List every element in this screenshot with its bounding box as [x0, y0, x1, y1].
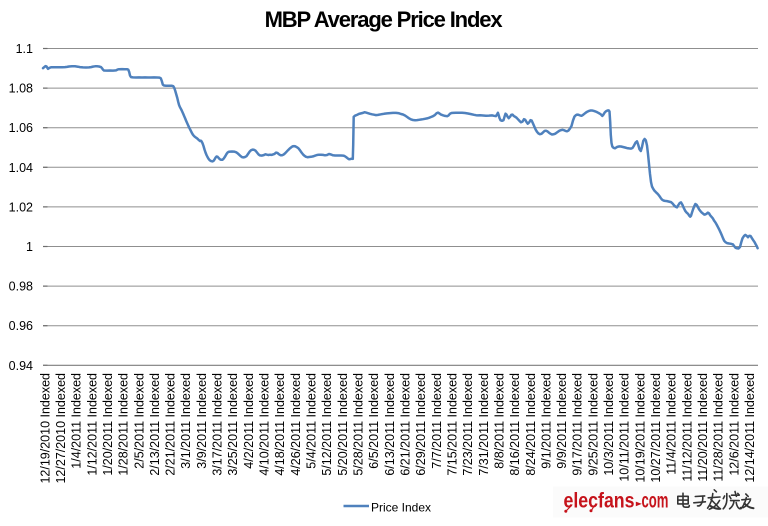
svg-text:2/5/2011 Indexed: 2/5/2011 Indexed: [132, 373, 146, 469]
svg-text:10/11/2011 Indexed: 10/11/2011 Indexed: [618, 373, 632, 482]
svg-text:5/20/2011 Indexed: 5/20/2011 Indexed: [336, 373, 350, 476]
svg-text:10/3/2011 Indexed: 10/3/2011 Indexed: [602, 373, 616, 476]
svg-text:1: 1: [26, 240, 33, 254]
svg-text:4/2/2011 Indexed: 4/2/2011 Indexed: [242, 373, 256, 469]
svg-text:10/19/2011 Indexed: 10/19/2011 Indexed: [633, 373, 647, 483]
svg-text:1.04: 1.04: [9, 161, 33, 175]
svg-text:9/17/2011 Indexed: 9/17/2011 Indexed: [571, 373, 585, 476]
svg-text:1.02: 1.02: [9, 200, 33, 214]
svg-text:7/23/2011 Indexed: 7/23/2011 Indexed: [461, 373, 475, 476]
svg-text:1.1: 1.1: [16, 42, 33, 56]
svg-text:9/9/2011 Indexed: 9/9/2011 Indexed: [555, 373, 569, 469]
svg-text:12/14/2011 Indexed: 12/14/2011 Indexed: [743, 373, 757, 483]
svg-text:12/6/2011 Indexed: 12/6/2011 Indexed: [727, 373, 741, 476]
svg-text:4/26/2011 Indexed: 4/26/2011 Indexed: [289, 373, 303, 476]
svg-text:6/21/2011 Indexed: 6/21/2011 Indexed: [399, 373, 413, 476]
svg-text:7/31/2011 Indexed: 7/31/2011 Indexed: [477, 373, 491, 476]
svg-text:6/13/2011 Indexed: 6/13/2011 Indexed: [383, 373, 397, 476]
svg-text:8/16/2011 Indexed: 8/16/2011 Indexed: [508, 373, 522, 476]
svg-text:1.08: 1.08: [9, 82, 33, 96]
svg-text:7/15/2011 Indexed: 7/15/2011 Indexed: [446, 373, 460, 476]
svg-text:7/7/2011 Indexed: 7/7/2011 Indexed: [430, 373, 444, 469]
svg-text:12/27/2010 Indexed: 12/27/2010 Indexed: [54, 373, 68, 484]
svg-text:1/28/2011 Indexed: 1/28/2011 Indexed: [117, 373, 131, 476]
svg-text:8/8/2011 Indexed: 8/8/2011 Indexed: [492, 373, 506, 469]
svg-text:0.96: 0.96: [9, 319, 33, 333]
svg-text:9/1/2011 Indexed: 9/1/2011 Indexed: [539, 373, 553, 469]
svg-text:elecfans: elecfans: [564, 489, 635, 513]
svg-text:2/21/2011 Indexed: 2/21/2011 Indexed: [164, 373, 178, 476]
svg-text:3/17/2011 Indexed: 3/17/2011 Indexed: [211, 373, 225, 476]
svg-text:6/5/2011 Indexed: 6/5/2011 Indexed: [367, 373, 381, 469]
svg-text:3/9/2011 Indexed: 3/9/2011 Indexed: [195, 373, 209, 469]
svg-text:1/20/2011 Indexed: 1/20/2011 Indexed: [101, 373, 115, 476]
svg-text:2/13/2011 Indexed: 2/13/2011 Indexed: [148, 373, 162, 476]
svg-text:4/18/2011 Indexed: 4/18/2011 Indexed: [273, 373, 287, 476]
svg-text:1.06: 1.06: [9, 121, 33, 135]
svg-text:com: com: [642, 488, 669, 512]
svg-text:11/12/2011 Indexed: 11/12/2011 Indexed: [680, 373, 694, 482]
svg-text:5/12/2011 Indexed: 5/12/2011 Indexed: [320, 373, 334, 476]
svg-text:11/4/2011 Indexed: 11/4/2011 Indexed: [665, 373, 679, 475]
svg-text:0.98: 0.98: [9, 280, 33, 294]
svg-text:MBP Average Price Index: MBP Average Price Index: [265, 7, 504, 32]
svg-text:4/10/2011 Indexed: 4/10/2011 Indexed: [258, 373, 272, 476]
svg-text:10/27/2011 Indexed: 10/27/2011 Indexed: [649, 373, 663, 483]
svg-text:0.94: 0.94: [9, 359, 33, 373]
svg-text:1/4/2011 Indexed: 1/4/2011 Indexed: [70, 373, 84, 469]
svg-text:1/12/2011 Indexed: 1/12/2011 Indexed: [85, 373, 99, 476]
svg-text:3/25/2011 Indexed: 3/25/2011 Indexed: [226, 373, 240, 476]
svg-text:5/28/2011 Indexed: 5/28/2011 Indexed: [352, 373, 366, 476]
svg-text:3/1/2011 Indexed: 3/1/2011 Indexed: [179, 373, 193, 469]
svg-text:11/20/2011 Indexed: 11/20/2011 Indexed: [696, 373, 710, 482]
svg-text:8/24/2011 Indexed: 8/24/2011 Indexed: [524, 373, 538, 476]
svg-text:6/29/2011 Indexed: 6/29/2011 Indexed: [414, 373, 428, 476]
svg-text:11/28/2011 Indexed: 11/28/2011 Indexed: [712, 373, 726, 482]
svg-text:9/25/2011 Indexed: 9/25/2011 Indexed: [586, 373, 600, 476]
svg-text:5/4/2011 Indexed: 5/4/2011 Indexed: [305, 373, 319, 469]
svg-text:12/19/2010 Indexed: 12/19/2010 Indexed: [38, 373, 52, 484]
svg-text:Price Index: Price Index: [371, 501, 431, 515]
